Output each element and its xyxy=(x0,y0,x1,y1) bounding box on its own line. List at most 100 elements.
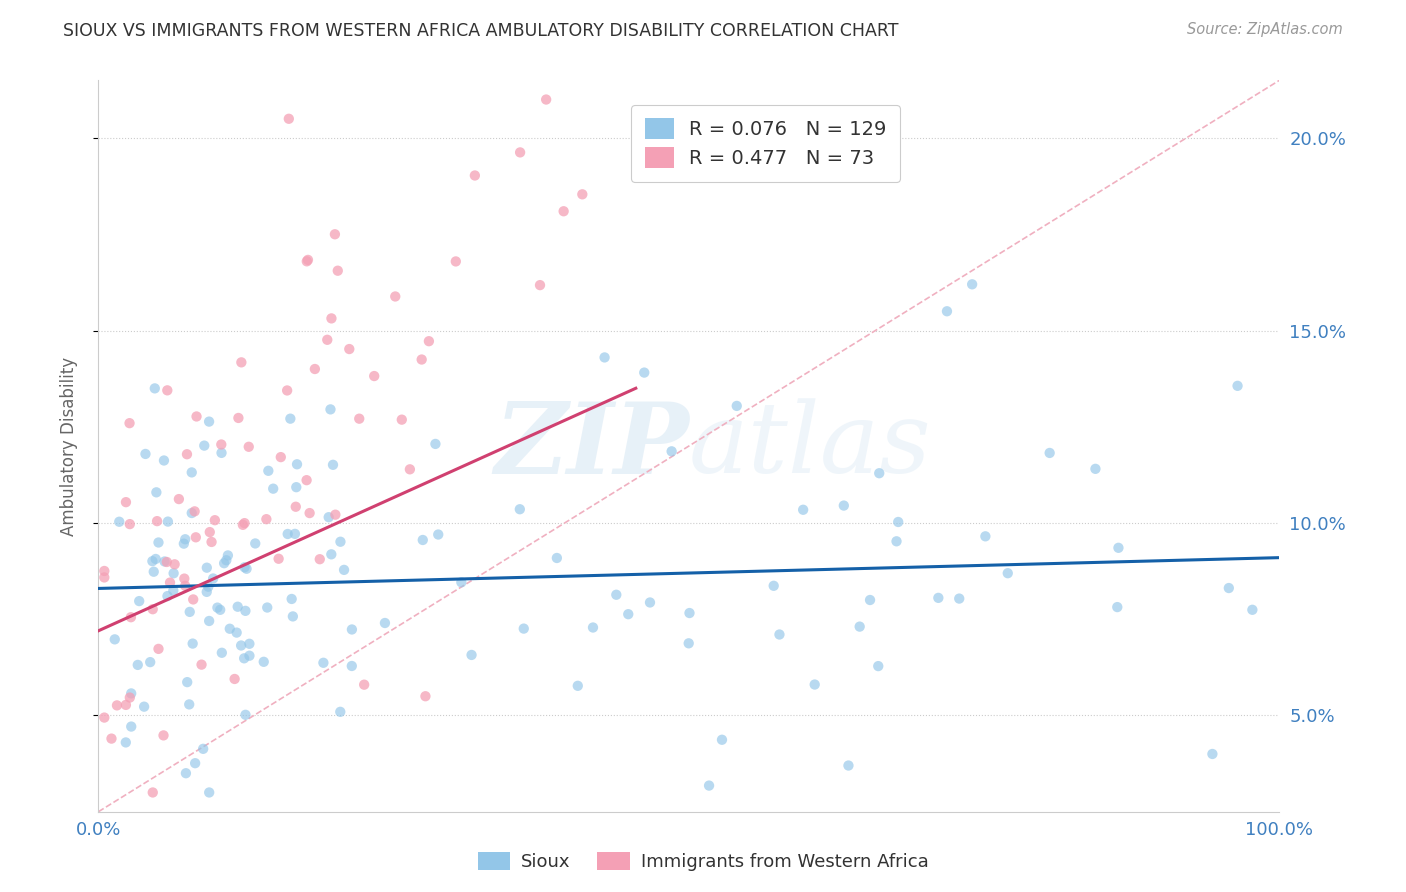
Point xyxy=(183,504,205,518)
Point xyxy=(127,657,149,672)
Point xyxy=(225,625,247,640)
Point xyxy=(678,636,700,650)
Point xyxy=(325,508,347,522)
Point xyxy=(193,439,215,453)
Point xyxy=(233,516,256,530)
Point xyxy=(104,632,127,647)
Point xyxy=(142,565,165,579)
Point xyxy=(198,785,221,799)
Point xyxy=(1107,541,1129,555)
Point xyxy=(284,500,307,514)
Point xyxy=(198,415,221,429)
Point xyxy=(207,600,229,615)
Point xyxy=(190,657,212,672)
Point xyxy=(678,606,700,620)
Point xyxy=(633,366,655,380)
Point xyxy=(280,591,302,606)
Point xyxy=(120,686,142,700)
Point xyxy=(948,591,970,606)
Point xyxy=(197,580,219,594)
Point xyxy=(974,529,997,543)
Point xyxy=(229,639,252,653)
Point xyxy=(329,705,352,719)
Point xyxy=(418,334,440,349)
Point xyxy=(571,187,593,202)
Point xyxy=(886,534,908,549)
Point xyxy=(139,655,162,669)
Point xyxy=(156,384,179,398)
Point xyxy=(156,589,179,603)
Point xyxy=(280,411,302,425)
Text: Source: ZipAtlas.com: Source: ZipAtlas.com xyxy=(1187,22,1343,37)
Point xyxy=(363,369,385,384)
Point xyxy=(181,592,204,607)
Point xyxy=(245,536,267,550)
Point xyxy=(444,254,467,268)
Point xyxy=(638,595,661,609)
Point xyxy=(277,112,299,126)
Point xyxy=(267,551,290,566)
Point xyxy=(374,615,396,630)
Point xyxy=(156,515,179,529)
Point xyxy=(195,585,218,599)
Point xyxy=(329,534,352,549)
Point xyxy=(235,707,257,722)
Point xyxy=(319,402,342,417)
Point xyxy=(143,381,166,395)
Point xyxy=(174,766,197,780)
Point xyxy=(1039,446,1062,460)
Point xyxy=(148,535,170,549)
Point xyxy=(848,619,870,633)
Point xyxy=(146,514,169,528)
Point xyxy=(411,352,433,367)
Legend: R = 0.076   N = 129, R = 0.477   N = 73: R = 0.076 N = 129, R = 0.477 N = 73 xyxy=(631,104,900,182)
Point xyxy=(284,527,307,541)
Point xyxy=(93,564,115,578)
Point xyxy=(235,562,257,576)
Point xyxy=(304,362,326,376)
Point xyxy=(837,758,859,772)
Point xyxy=(326,263,349,277)
Point xyxy=(93,570,115,584)
Point xyxy=(163,558,186,572)
Point xyxy=(200,535,222,549)
Point xyxy=(179,605,201,619)
Point xyxy=(115,495,138,509)
Point xyxy=(960,277,983,292)
Point xyxy=(340,659,363,673)
Point xyxy=(534,93,557,107)
Point xyxy=(617,607,640,622)
Point xyxy=(105,698,128,713)
Point xyxy=(513,622,536,636)
Point xyxy=(312,656,335,670)
Point xyxy=(211,446,233,460)
Point xyxy=(120,610,142,624)
Point xyxy=(768,627,790,641)
Point xyxy=(141,554,163,568)
Point xyxy=(167,492,190,507)
Point xyxy=(181,637,204,651)
Point xyxy=(711,732,734,747)
Point xyxy=(384,289,406,303)
Point xyxy=(318,510,340,524)
Point xyxy=(1226,379,1249,393)
Point xyxy=(276,384,298,398)
Point xyxy=(162,566,184,581)
Point xyxy=(762,579,785,593)
Point xyxy=(118,416,141,430)
Point xyxy=(254,512,277,526)
Point xyxy=(256,600,278,615)
Point xyxy=(159,575,181,590)
Point xyxy=(262,482,284,496)
Text: atlas: atlas xyxy=(689,399,932,493)
Point xyxy=(509,502,531,516)
Point xyxy=(215,553,238,567)
Point xyxy=(180,466,202,480)
Point xyxy=(179,698,201,712)
Point xyxy=(298,506,321,520)
Y-axis label: Ambulatory Disability: Ambulatory Disability xyxy=(59,357,77,535)
Point xyxy=(792,502,814,516)
Point xyxy=(316,333,339,347)
Point xyxy=(321,311,343,326)
Point xyxy=(936,304,959,318)
